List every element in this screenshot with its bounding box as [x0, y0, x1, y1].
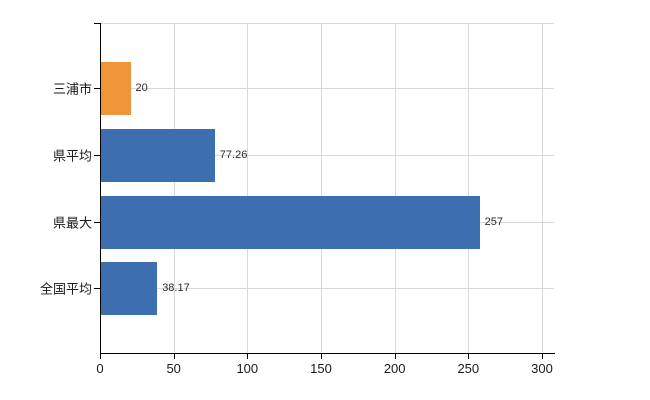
h-gridline: [100, 288, 554, 289]
bar-value-label: 38.17: [162, 282, 190, 294]
v-gridline: [394, 23, 396, 353]
x-tick-label: 100: [236, 361, 259, 376]
bar-value-label: 77.26: [219, 149, 248, 161]
category-label: 全国平均: [39, 281, 92, 297]
bar-value-label: 257: [484, 216, 503, 228]
y-axis-tick: [94, 88, 100, 89]
v-gridline: [173, 23, 175, 353]
x-tick-label: 250: [457, 361, 480, 376]
plot-area: 20 77.26 257 38.17: [100, 23, 554, 353]
bar-value-label: 20: [135, 82, 148, 94]
x-tick-label: 150: [310, 361, 332, 376]
x-axis-tick: [247, 354, 249, 359]
bar: [101, 61, 131, 115]
y-axis-line: [100, 23, 101, 354]
x-tick-label: 300: [531, 361, 553, 376]
x-axis-tick: [321, 354, 322, 359]
y-axis-top-tick: [94, 23, 100, 24]
x-tick-label: 50: [166, 361, 181, 376]
x-axis-tick: [173, 354, 175, 359]
y-axis-tick: [94, 155, 100, 156]
x-axis-tick: [468, 354, 470, 359]
h-gridline: [100, 88, 554, 89]
x-axis-line: [100, 353, 555, 354]
v-gridline: [542, 23, 543, 353]
bar: [101, 195, 480, 249]
bar: [101, 128, 215, 182]
x-axis-tick: [542, 354, 543, 359]
v-gridline: [247, 23, 249, 353]
x-axis-tick: [100, 354, 101, 359]
plot-border-top: [100, 23, 554, 24]
category-label: 三浦市: [52, 81, 92, 97]
x-tick-label: 200: [383, 361, 406, 376]
category-label: 県平均: [52, 148, 92, 164]
h-gridline: [100, 155, 554, 156]
y-axis-tick: [94, 288, 100, 289]
x-tick-label: 0: [96, 361, 104, 376]
y-axis-tick: [94, 222, 100, 223]
v-gridline: [468, 23, 470, 353]
x-axis-tick: [394, 354, 396, 359]
category-label: 県最大: [52, 215, 92, 231]
v-gridline: [321, 23, 322, 353]
bar: [101, 261, 158, 315]
